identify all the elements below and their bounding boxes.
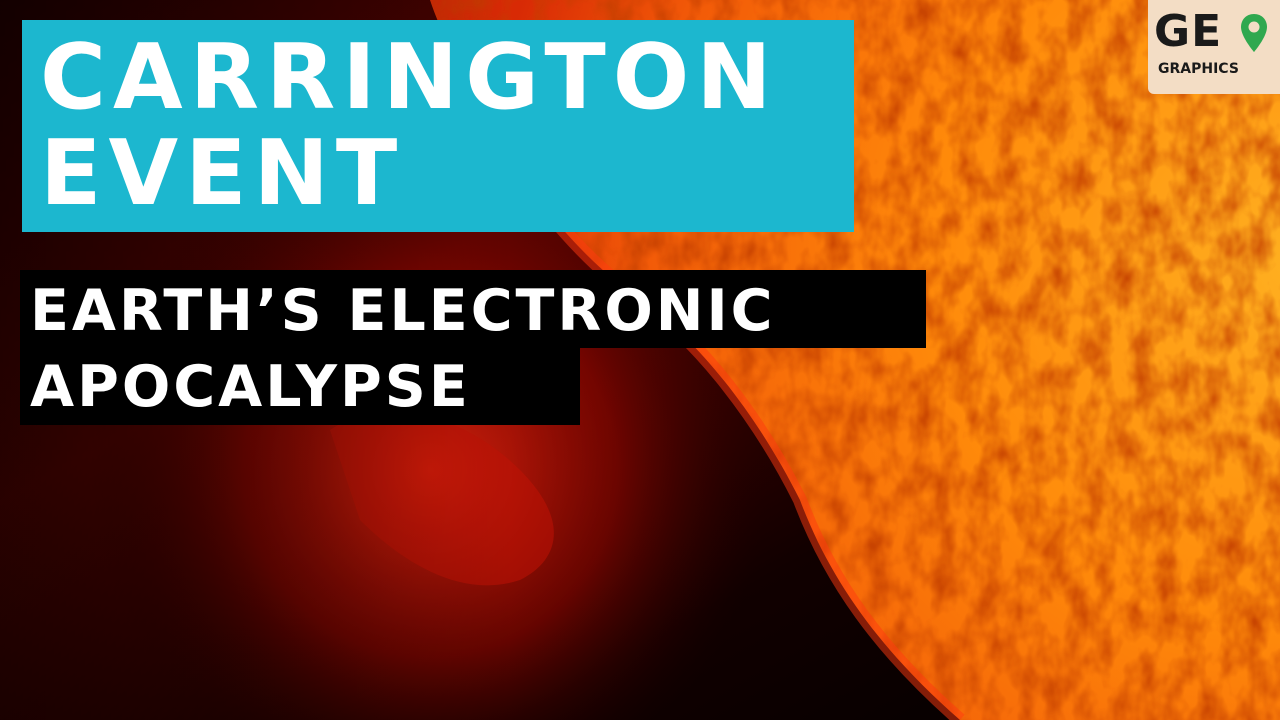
subtitle-bar-1 bbox=[20, 270, 926, 348]
logo-subtext: GRAPHICS bbox=[1158, 61, 1239, 77]
subtitle-line-1: EARTH’S ELECTRONIC bbox=[30, 278, 776, 344]
title-banner bbox=[22, 20, 854, 232]
title-line-2: EVENT bbox=[40, 121, 405, 226]
map-pin-icon bbox=[1241, 14, 1267, 52]
channel-logo: GE GRAPHICS bbox=[1148, 0, 1280, 94]
title-line-1: CARRINGTON bbox=[40, 25, 779, 130]
subtitle-line-2: APOCALYPSE bbox=[30, 354, 471, 420]
logo-wordmark: GE bbox=[1154, 6, 1223, 57]
subtitle-bar-2 bbox=[20, 347, 580, 425]
